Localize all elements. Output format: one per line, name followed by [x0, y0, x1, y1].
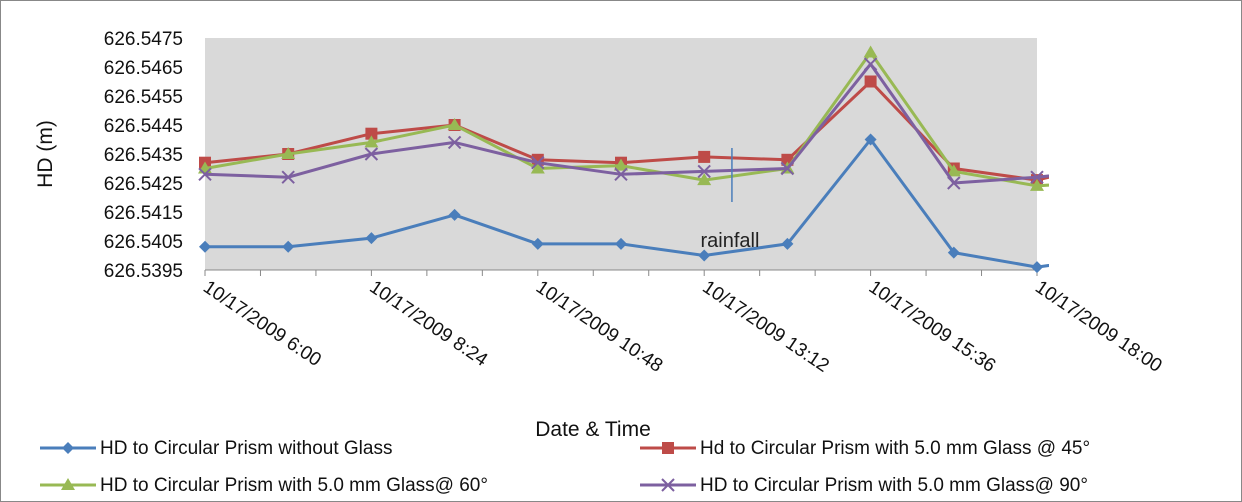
data-point — [199, 240, 211, 253]
legend-marker — [662, 442, 674, 454]
legend-item: HD to Circular Prism without Glass — [40, 438, 392, 459]
legend-item: Hd to Circular Prism with 5.0 mm Glass @… — [640, 438, 1090, 459]
legend: HD to Circular Prism without Glass Hd to … — [40, 438, 1090, 496]
data-point — [698, 150, 711, 163]
data-point — [697, 164, 711, 179]
data-point — [614, 167, 628, 182]
data-point — [697, 173, 712, 186]
data-point — [947, 176, 961, 190]
data-point — [282, 240, 295, 253]
x-axis-title: Date & Time — [535, 418, 651, 441]
legend-label: Hd to Circular Prism with 5.0 mm Glass @… — [700, 438, 1090, 459]
y-tick-label: 626.5455 — [104, 87, 183, 108]
plot-area — [205, 38, 1037, 270]
data-point — [947, 246, 960, 259]
y-axis-title: HD (m) — [34, 120, 57, 188]
data-point — [448, 208, 461, 221]
y-tick-label: 626.5435 — [104, 145, 183, 166]
data-point — [615, 237, 627, 250]
y-tick-label: 626.5395 — [104, 261, 183, 282]
series-layer — [198, 45, 1049, 274]
data-point — [864, 133, 877, 146]
data-point — [781, 237, 794, 250]
data-point — [447, 135, 462, 150]
data-point — [530, 161, 545, 174]
data-point — [281, 170, 295, 184]
legend-label: HD to Circular Prism without Glass — [100, 438, 392, 459]
data-point — [364, 135, 379, 148]
data-point — [531, 155, 545, 170]
legend-marker — [62, 442, 74, 454]
y-axis-ticks: 626.5475 626.5465 626.5455 626.5445 626.5435… — [104, 29, 183, 282]
y-tick-label: 626.5465 — [104, 58, 183, 79]
data-point — [780, 161, 795, 176]
data-point — [698, 249, 711, 262]
y-tick-label: 626.5425 — [104, 174, 183, 195]
data-point — [864, 75, 877, 88]
rainfall-annotation: rainfall — [700, 230, 759, 252]
data-point — [863, 57, 878, 71]
legend-label: HD to Circular Prism with 5.0 mm Glass@ … — [100, 475, 488, 496]
series-3 — [198, 45, 1049, 191]
legend-marker — [61, 478, 75, 490]
data-point — [614, 158, 628, 171]
y-tick-label: 626.5415 — [104, 203, 183, 224]
data-point — [1031, 261, 1043, 274]
data-point — [863, 45, 878, 58]
data-point — [281, 147, 296, 159]
data-point — [365, 127, 378, 140]
annotation-layer: rainfall — [700, 148, 759, 252]
legend-item: HD to Circular Prism with 5.0 mm Glass@ … — [640, 475, 1088, 496]
y-tick-label: 626.5445 — [104, 116, 183, 137]
data-point — [531, 237, 544, 250]
data-point — [447, 118, 462, 130]
data-point — [946, 164, 961, 177]
legend-label: HD to Circular Prism with 5.0 mm Glass@ … — [700, 475, 1088, 496]
data-point — [364, 147, 379, 161]
data-point — [365, 232, 378, 245]
data-point — [198, 167, 212, 182]
data-point — [1030, 170, 1044, 184]
series-4 — [198, 57, 1049, 190]
legend-item: HD to Circular Prism with 5.0 mm Glass@ … — [40, 475, 488, 496]
legend-marker — [661, 478, 675, 492]
y-tick-label: 626.5405 — [104, 232, 183, 253]
series-1 — [199, 133, 1049, 274]
y-tick-label: 626.5475 — [104, 29, 183, 50]
data-point — [1030, 178, 1044, 191]
